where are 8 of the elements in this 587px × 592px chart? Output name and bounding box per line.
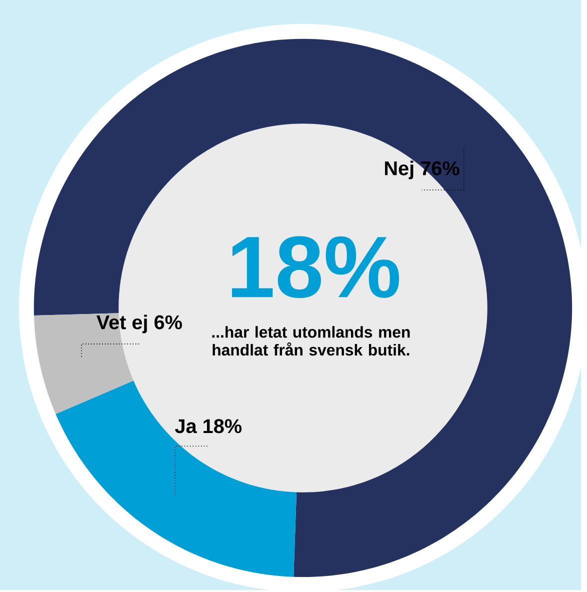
data-label: 18% (204, 419, 242, 434)
text: 18% (232, 236, 400, 298)
slice-label: Vet ej (96, 314, 147, 334)
text: ...har letat utomlands men handlat från svensk butik. (212, 326, 410, 356)
data-label: 6% (154, 315, 182, 330)
slice-label: Ja (175, 419, 197, 434)
data-label: 76% (420, 161, 460, 176)
slice-label: Nej (385, 160, 414, 180)
